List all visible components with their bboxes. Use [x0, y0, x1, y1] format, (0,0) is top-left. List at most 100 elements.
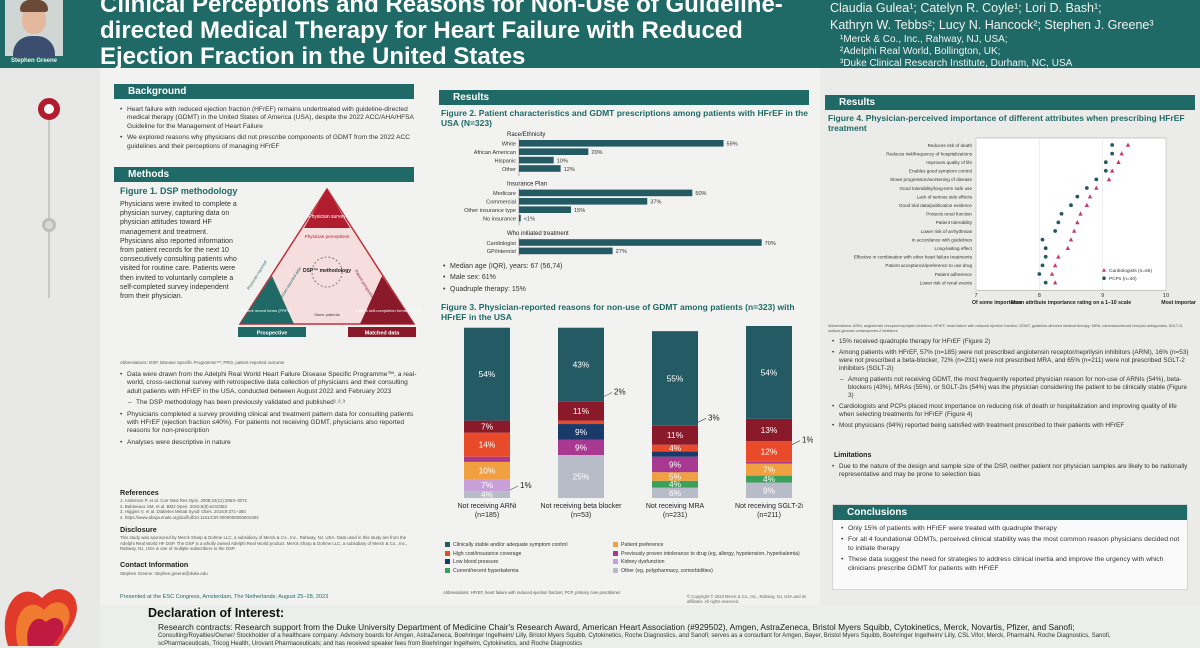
fig2-bar [519, 148, 589, 155]
fig3-n-label: (n=53) [571, 512, 591, 519]
fig3-callout-line [603, 392, 613, 397]
fig3-segment-label: 12% [761, 447, 778, 457]
fig3-segment-label: 55% [667, 373, 684, 383]
fig2-category-label: GP/internist [487, 249, 517, 255]
legend-swatch-icon [613, 559, 618, 565]
limitations-text: Due to the nature of the design and samp… [832, 463, 1192, 482]
fig3-callout-line [791, 440, 801, 445]
fig4-category-label: Protects renal function [926, 212, 972, 217]
fig2-category-label: Medicare [493, 191, 516, 197]
fig4-pcp-point [1056, 220, 1061, 225]
fig3-segment [464, 479, 510, 492]
results-right-bullets: 15% received quadruple therapy for HFrEF… [832, 338, 1192, 433]
limitations-bullet: Due to the nature of the design and samp… [832, 463, 1192, 479]
fig4-pcp-point [1103, 160, 1108, 165]
fig4-pcp-point [1075, 194, 1080, 199]
results-bullet: Cardiologists and PCPs placed most impor… [832, 403, 1192, 419]
fig3-segment-label: 7% [481, 480, 494, 490]
fig4-category-label: In accordance with guidelines [912, 237, 973, 242]
title-block: Clinical Perceptions and Reasons for Non… [100, 0, 800, 68]
poster-title: Clinical Perceptions and Reasons for Non… [100, 0, 783, 68]
column-right: Results Figure 4. Physician-perceived im… [820, 68, 1200, 605]
fig3-segment [558, 327, 604, 402]
affiliation-2: ²Adelphi Real World, Bollington, UK; [840, 46, 1001, 57]
fig4-category-label: Improves quality of life [926, 160, 972, 165]
fig2-category-label: Cardiologist [486, 241, 516, 247]
fig2-bar [519, 206, 571, 213]
fig4-cardiologist-point [1056, 254, 1061, 259]
fig3-n-label: (n=211) [757, 512, 781, 519]
affiliation-list: ¹Merck & Co., Inc., Rahway, NJ, USA; ²Ad… [840, 34, 1195, 68]
poster-body: Background Heart failure with reduced ej… [100, 68, 1200, 605]
fig4-pcp-point [1103, 168, 1108, 173]
fig3-segment [558, 420, 604, 425]
fig3-segment [746, 463, 792, 476]
fig4-category-label: Slows progression/worsening of disease [890, 177, 972, 182]
methods-bullets: Data were drawn from the Adelphi Real Wo… [120, 371, 420, 450]
decorative-rail [0, 68, 100, 648]
fig4-cardiologist-point [1052, 280, 1058, 285]
fig4-cardiologist-point [1084, 202, 1090, 207]
fig3-n-label: (n=185) [475, 512, 499, 519]
fig4-cardiologist-point [1116, 159, 1121, 164]
matched-data-label: Matched data [365, 331, 400, 337]
fig2-bar [519, 198, 648, 205]
fig4-pcp-point [1043, 254, 1048, 259]
fig4-cardiologist-point [1125, 142, 1131, 147]
fig2-value-label: <1% [524, 216, 535, 222]
conclusions-heading: Conclusions [833, 505, 1187, 520]
fig2-category-label: Hispanic [495, 158, 517, 164]
fig3-segment [746, 461, 792, 464]
results-sub-bullet: Among patients not receiving GDMT, the m… [832, 376, 1192, 400]
methods-bullet: Data were drawn from the Adelphi Real Wo… [120, 371, 420, 396]
fig3-callout-label: 1% [802, 436, 813, 445]
fig3-segment [746, 326, 792, 419]
background-text: Heart failure with reduced ejection frac… [120, 106, 418, 154]
column-left: Background Heart failure with reduced ej… [100, 68, 425, 605]
diagram-top-sub-label: Physician perceptions [305, 234, 350, 239]
reference-item: 2. Babineaux SM, et al. BMJ Open. 2016;6… [120, 503, 227, 509]
fig4-pcp-point [1094, 177, 1099, 182]
fig3-legend-item: Kidney dysfunction [613, 559, 813, 565]
diagram-bottom-inner-label: Same patients [314, 312, 340, 317]
fig3-segment-label: 4% [669, 443, 682, 453]
legend-label: Current/recent hyperkalemia [453, 567, 519, 574]
figure-4-chart: 7 8 9 10 Reduces risk of death Reduces risk/f… [854, 137, 1196, 306]
fig4-legend-label: Cardiologists (n=65) [1109, 268, 1152, 274]
fig2-bar [519, 140, 724, 147]
legend-swatch-icon [613, 550, 618, 556]
prf-corner [240, 276, 294, 324]
fig4-cardiologist-point [1109, 168, 1115, 173]
fig3-segment-label: 10% [479, 465, 496, 475]
fig2-category-label: White [502, 142, 516, 148]
fig3-segment-label: 11% [573, 406, 590, 416]
figure-3-abbreviations: Abbreviations: HFrEF, heart failure with… [443, 590, 621, 595]
fig2-bar [519, 156, 554, 164]
declaration-line-3: scPharmaceuticals, Tricog Health, Urovan… [158, 640, 583, 647]
fig3-segment [652, 472, 698, 481]
fig4-pcp-point [1040, 263, 1045, 268]
diagram-right-label: Patient self-completion forms (PSCs) [355, 308, 421, 313]
fig4-cardiologist-point [1068, 237, 1074, 242]
fig3-segment-label: 9% [575, 442, 588, 452]
fig3-segment [746, 418, 792, 442]
fig3-segment [652, 487, 698, 498]
results-right-heading: Results [825, 95, 1195, 110]
declaration-line-2: Consulting/Royalties/Owner/ Stockholder … [158, 632, 1111, 639]
methods-heading: Methods [114, 167, 414, 182]
fig3-n-label: (n=231) [663, 512, 687, 519]
fig3-segment [558, 424, 604, 440]
fig4-category-label: Reduces risk/frequency of hospitalizatio… [886, 151, 972, 156]
methods-bullet: Analyses were descriptive in nature [120, 439, 420, 448]
figure-1-title: Figure 1. DSP methodology [120, 186, 238, 196]
fig3-legend-item: Previously proven intolerance to drug (e… [613, 551, 813, 557]
diagram-left-label: Patient record forms (PRFs) [241, 308, 291, 313]
fig4-category-label: Patient tolerability [936, 220, 973, 225]
methods-bullet: Physicians completed a survey providing … [120, 411, 420, 436]
fig4-pcp-point [1053, 229, 1058, 233]
legend-swatch-icon [445, 550, 450, 556]
figure-4-title: Figure 4. Physician-perceived importance… [828, 113, 1185, 133]
fig4-left-anchor-label: Of some importance [972, 300, 1022, 306]
legend-swatch-icon [613, 542, 618, 548]
fig2-bar [519, 214, 521, 222]
